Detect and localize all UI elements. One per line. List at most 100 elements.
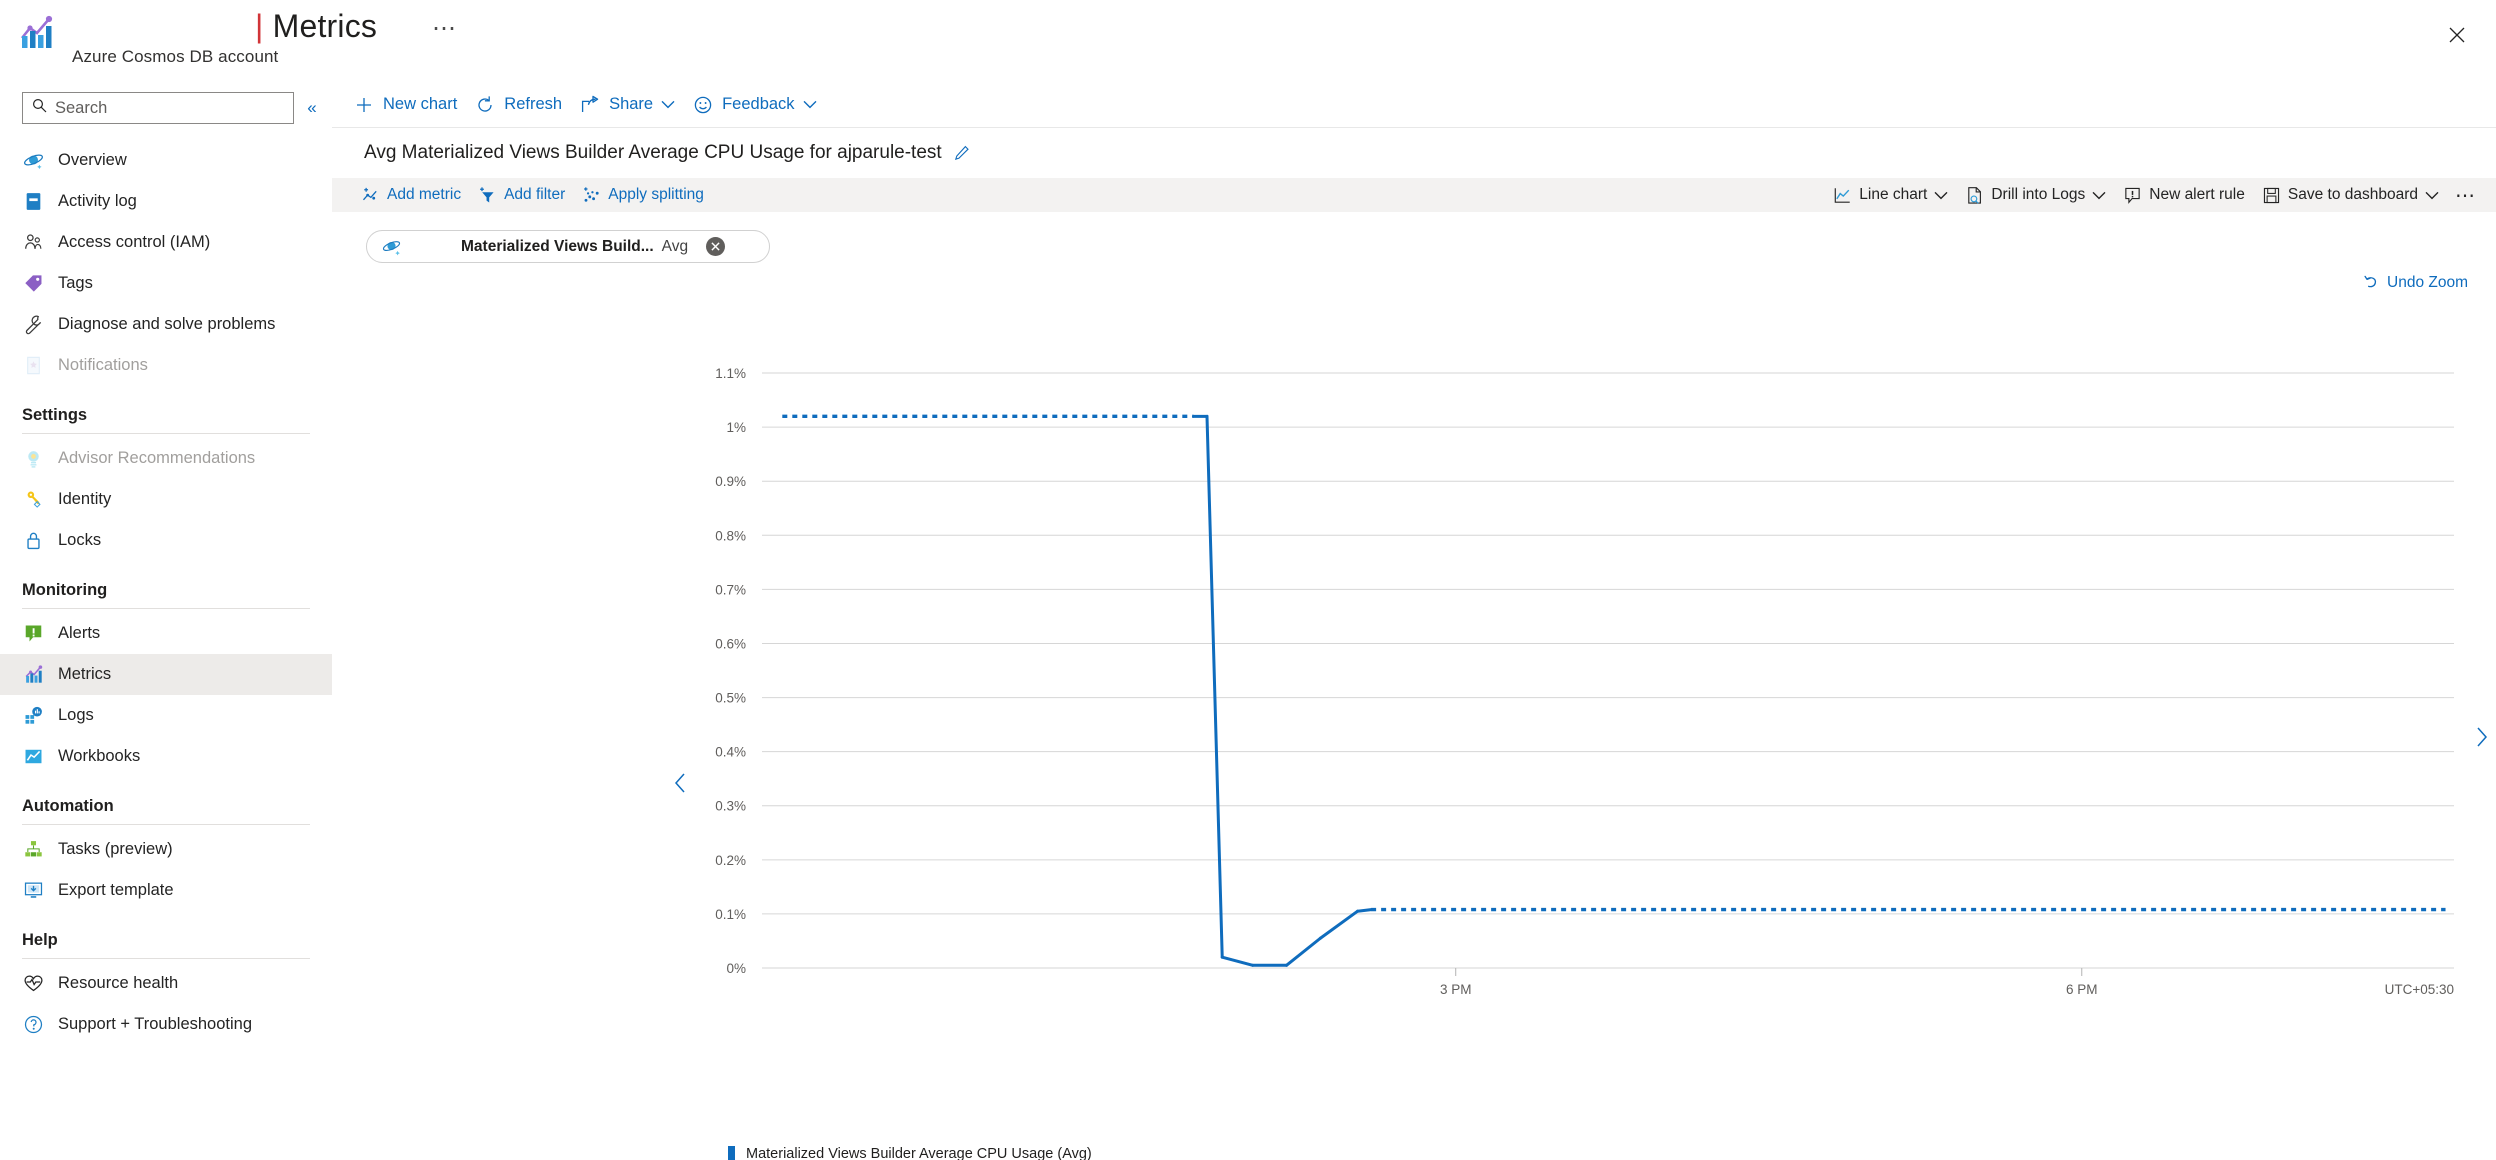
page-header: Azure Cosmos DB account | Metrics ⋯ (0, 0, 2496, 82)
header-more-icon[interactable]: ⋯ (432, 15, 458, 42)
sidebar-group-automation: Automation (22, 797, 114, 815)
sidebar-item-workbooks[interactable]: Workbooks (0, 736, 332, 777)
chart-plot-area[interactable]: 1.1% 1% 0.9% 0.8% 0.7% 0.6% 0.5% 0.4% 0.3% 0.2% 0.… (332, 308, 2496, 1118)
series-segment (1318, 909, 1360, 940)
activity-log-icon (22, 191, 44, 213)
sidebar-item-activity-log[interactable]: Activity log (0, 181, 332, 222)
chart-title-row: Avg Materialized Views Builder Average C… (364, 142, 970, 164)
chart-svg[interactable]: 1.1% 1% 0.9% 0.8% 0.7% 0.6% 0.5% 0.4% 0.3% 0.2% 0.… (332, 308, 2496, 1118)
apply-splitting-icon (581, 185, 602, 206)
sidebar-item-alerts[interactable]: Alerts (0, 613, 332, 654)
sidebar-item-locks[interactable]: Locks (0, 520, 332, 561)
chart-tool-new-alert-rule[interactable]: New alert rule (2116, 180, 2255, 210)
chevron-down-icon[interactable] (2425, 191, 2439, 200)
command-bar: New chart Refresh Share Feedback (332, 82, 2496, 128)
y-axis-tick-label: 1.1% (715, 366, 746, 381)
sidebar-item-label: Workbooks (58, 747, 141, 765)
chart-tool-apply-splitting[interactable]: Apply splitting (575, 180, 714, 210)
add-metric-icon (360, 185, 381, 206)
chevron-right-icon[interactable] (2472, 722, 2492, 752)
metric-pill[interactable]: Materialized Views Build... Avg (366, 230, 770, 263)
close-circle-icon[interactable] (706, 237, 726, 256)
sidebar-item-notifications[interactable]: Notifications (0, 345, 332, 386)
sidebar-item-label: Alerts (58, 624, 101, 642)
sidebar-item-label: Metrics (58, 665, 112, 683)
sidebar-item-label: Overview (58, 151, 127, 169)
chevron-down-icon[interactable] (803, 100, 817, 109)
command-label: New chart (383, 95, 458, 113)
chart-tool-add-filter[interactable]: Add filter (471, 180, 575, 210)
sidebar-item-access-control-iam[interactable]: Access control (IAM) (0, 222, 332, 263)
sidebar-item-tasks-preview[interactable]: Tasks (preview) (0, 829, 332, 870)
sidebar-group-help: Help (22, 931, 58, 949)
sidebar-item-identity[interactable]: Identity (0, 479, 332, 520)
chart-tool-save-to-dashboard[interactable]: Save to dashboard (2255, 180, 2449, 210)
chart-tool-drill-into-logs[interactable]: Drill into Logs (1958, 180, 2116, 210)
chevron-down-icon[interactable] (1934, 191, 1948, 200)
y-axis-tick-label: 0.3% (715, 799, 746, 814)
y-axis-tick-label: 0.1% (715, 907, 746, 922)
legend-series-name: Materialized Views Builder Average CPU U… (746, 1146, 1092, 1160)
workbooks-icon (22, 746, 44, 768)
chevron-left-icon[interactable] (670, 768, 690, 798)
sidebar-item-export-template[interactable]: Export template (0, 870, 332, 911)
collapse-sidebar-icon[interactable]: « (307, 98, 317, 117)
command-feedback[interactable]: Feedback (687, 88, 828, 122)
close-icon[interactable] (2440, 18, 2474, 52)
resource-type-label: Azure Cosmos DB account (72, 47, 279, 66)
command-label: Share (609, 95, 654, 113)
series-segment (1285, 936, 1322, 967)
y-axis-tick-label: 0.2% (715, 853, 746, 868)
sidebar-item-diagnose-and-solve-problems[interactable]: Diagnose and solve problems (0, 304, 332, 345)
y-axis-tick-label: 0.6% (715, 636, 746, 651)
sidebar-item-advisor-recommendations[interactable]: Advisor Recommendations (0, 438, 332, 479)
sidebar-group-monitoring: Monitoring (22, 581, 108, 599)
sidebar-item-support-troubleshooting[interactable]: Support + Troubleshooting (0, 1004, 332, 1045)
pencil-icon[interactable] (954, 145, 970, 161)
timezone-label: UTC+05:30 (2385, 982, 2454, 997)
chart-tool-add-metric[interactable]: Add metric (354, 180, 471, 210)
chart-tool-label: Drill into Logs (1991, 186, 2086, 203)
metrics-chart-icon (16, 12, 56, 52)
undo-zoom-button[interactable]: Undo Zoom (2361, 273, 2468, 293)
y-axis-tick-label: 1% (726, 420, 746, 435)
sidebar-item-overview[interactable]: Overview (0, 140, 332, 181)
sidebar-item-logs[interactable]: Logs (0, 695, 332, 736)
sidebar-item-tags[interactable]: Tags (0, 263, 332, 304)
sidebar-item-label: Locks (58, 531, 102, 549)
sidebar-item-metrics[interactable]: Metrics (0, 654, 332, 695)
chart-tool-label: Add filter (504, 186, 566, 203)
x-axis-tick-label: 6 PM (2066, 982, 2098, 997)
share-icon (578, 93, 602, 117)
title-separator: | (255, 8, 264, 44)
y-axis-tick-label: 0.4% (715, 745, 746, 760)
chevron-down-icon[interactable] (661, 100, 675, 109)
series-segment (1205, 414, 1224, 959)
undo-icon (2361, 273, 2381, 293)
add-filter-icon (477, 185, 498, 206)
chart-title: Avg Materialized Views Builder Average C… (364, 142, 942, 163)
search-box[interactable] (22, 92, 294, 124)
chart-tool-line-chart[interactable]: Line chart (1826, 180, 1958, 210)
command-refresh[interactable]: Refresh (469, 88, 574, 122)
search-icon (23, 98, 55, 118)
command-share[interactable]: Share (574, 88, 687, 122)
series-segment (1356, 908, 1373, 913)
search-input[interactable] (55, 98, 270, 118)
cosmos-planet-icon (22, 150, 44, 172)
tasks-icon (22, 839, 44, 861)
sidebar-item-resource-health[interactable]: Resource health (0, 963, 332, 1004)
line-chart-icon (1832, 185, 1853, 206)
sidebar-item-label: Tags (58, 274, 93, 292)
sidebar-group-settings: Settings (22, 406, 88, 424)
chevron-down-icon[interactable] (2092, 191, 2106, 200)
command-new-chart[interactable]: New chart (348, 88, 469, 122)
x-axis-tick-label: 3 PM (1440, 982, 1472, 997)
undo-zoom-label: Undo Zoom (2387, 274, 2468, 291)
notification-doc-icon (22, 355, 44, 377)
chart-more-icon[interactable]: ⋯ (2449, 180, 2486, 210)
command-label: Feedback (722, 95, 795, 113)
divider (22, 433, 310, 434)
lock-icon (22, 530, 44, 552)
metrics-chart-icon (22, 664, 44, 686)
